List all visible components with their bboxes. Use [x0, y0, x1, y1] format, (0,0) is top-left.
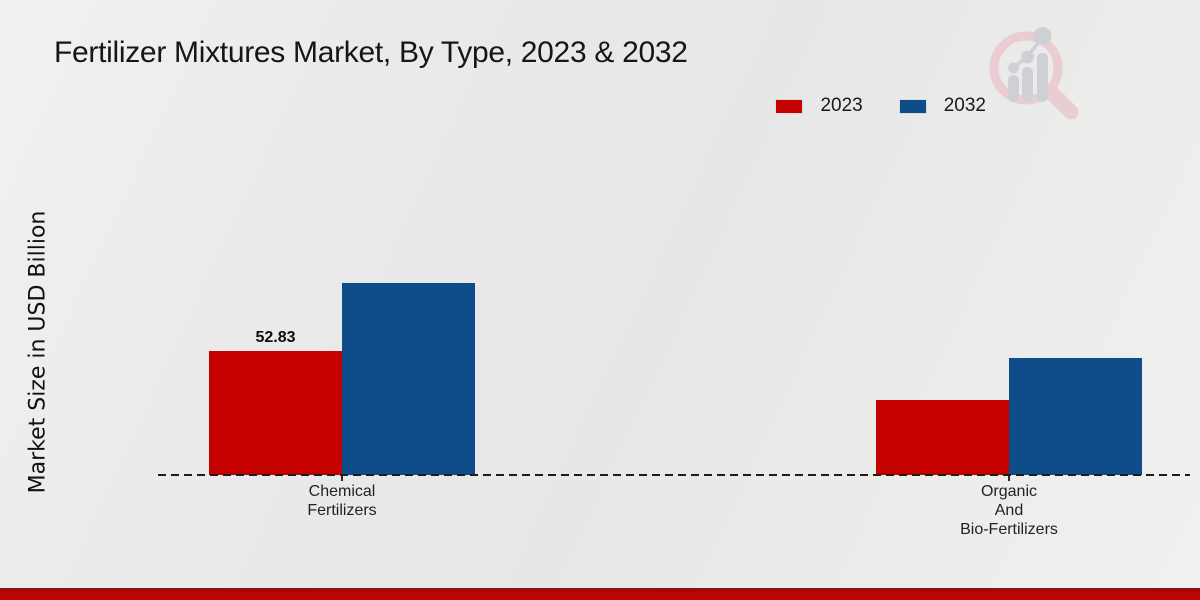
bar-growth-icon: [1008, 27, 1052, 102]
bar-2032-organic-and-bio-fertilizers: [1009, 358, 1142, 475]
legend: 2023 2032: [775, 95, 986, 117]
axis-tick-chemical-fertilizers: [341, 476, 343, 481]
bar-2023-chemical-fertilizers: [209, 351, 342, 475]
legend-label-2023: 2023: [820, 95, 863, 116]
footer-accent-bar: [0, 588, 1200, 600]
legend-item-2032: 2032: [898, 95, 986, 117]
x-axis-baseline: [158, 474, 1190, 476]
value-label-2023-chemical-fertilizers: 52.83: [255, 329, 296, 346]
chart-title: Fertilizer Mixtures Market, By Type, 202…: [54, 36, 688, 69]
brand-watermark-logo: [989, 27, 1079, 120]
bar-2032-chemical-fertilizers: [342, 283, 475, 475]
legend-label-2032: 2032: [943, 95, 986, 116]
legend-item-2023: 2023: [775, 95, 863, 117]
legend-swatch-2023: [775, 98, 804, 114]
category-label-chemical-fertilizers: Chemical Fertilizers: [307, 483, 377, 519]
legend-swatch-2032: [898, 98, 927, 114]
category-label-organic-and-bio-fertilizers: Organic And Bio-Fertilizers: [960, 483, 1058, 538]
bar-2023-organic-and-bio-fertilizers: [876, 400, 1009, 475]
axis-tick-organic-and-bio-fertilizers: [1008, 476, 1010, 481]
